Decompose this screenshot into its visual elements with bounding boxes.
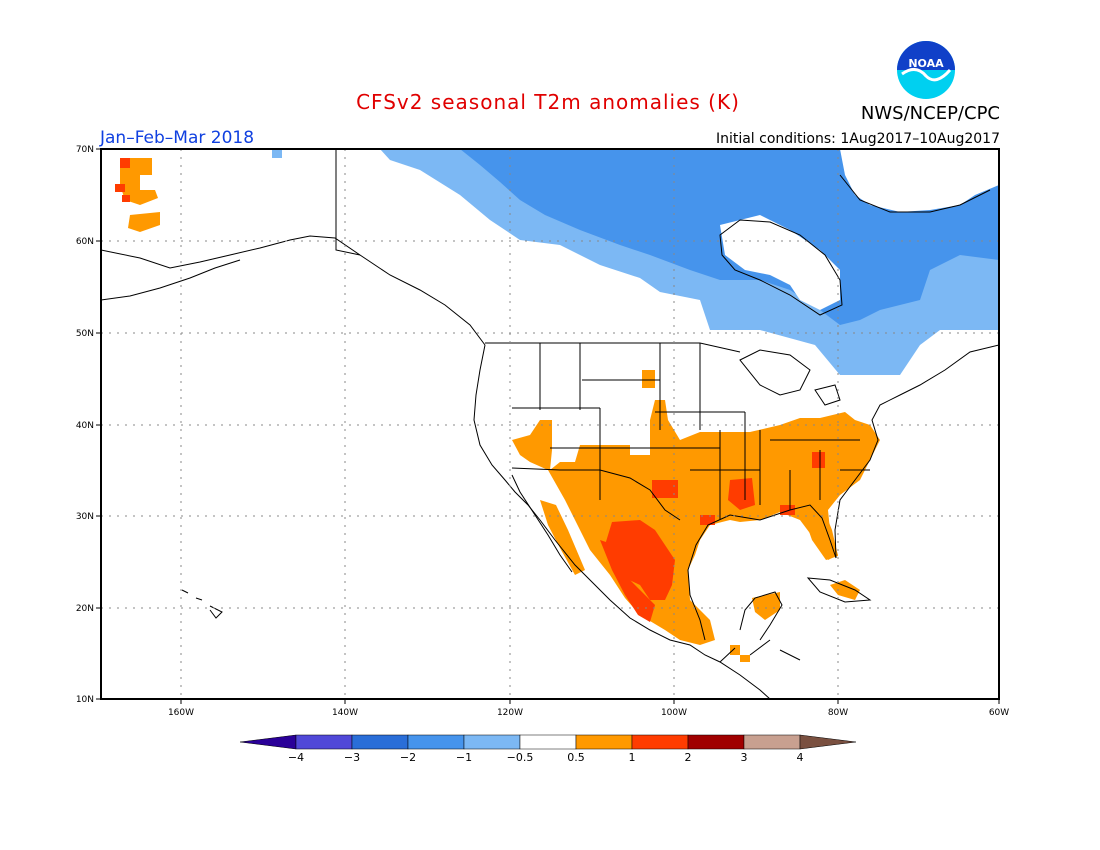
yucatan-coast bbox=[739, 591, 783, 641]
lon-label: 60W bbox=[989, 708, 1009, 718]
forecast-period: Jan–Feb–Mar 2018 bbox=[100, 128, 255, 148]
warm-anomaly-orange bbox=[512, 400, 880, 645]
colorbar: −4 −3 −2 −1 −0.5 0.5 1 2 3 4 bbox=[239, 734, 857, 764]
coastlines bbox=[101, 174, 999, 699]
lon-label: 140W bbox=[332, 708, 358, 718]
lon-label: 160W bbox=[168, 708, 194, 718]
axis-ticks bbox=[96, 148, 1000, 704]
alaska-canada-border bbox=[335, 149, 361, 256]
warm-anomaly-orange-cuba bbox=[830, 580, 860, 600]
lat-label: 20N bbox=[76, 604, 94, 614]
gulf-coast bbox=[687, 504, 837, 641]
lon-label: 80W bbox=[828, 708, 848, 718]
lon-label: 120W bbox=[497, 708, 523, 718]
colorbar-label: −1 bbox=[456, 751, 472, 764]
political-boundaries bbox=[335, 149, 870, 663]
anomaly-field bbox=[115, 149, 999, 662]
colorbar-segment bbox=[743, 734, 801, 750]
cold-anomaly-light bbox=[380, 149, 999, 375]
us-canada-border bbox=[485, 342, 741, 353]
hudson-bay-neutral bbox=[720, 215, 840, 310]
warm-anomaly-orange-dakotas bbox=[642, 370, 655, 388]
hudson-bay-coast bbox=[719, 219, 843, 316]
lat-label: 60N bbox=[76, 237, 94, 247]
colorbar-segment bbox=[351, 734, 409, 750]
warm-anomaly-red-mississippi bbox=[728, 478, 755, 510]
colorbar-label: 3 bbox=[741, 751, 748, 764]
colorbar-segment bbox=[519, 734, 577, 750]
colorbar-label: −4 bbox=[288, 751, 304, 764]
map-frame bbox=[100, 148, 1000, 700]
warm-anomaly-orange-florida bbox=[800, 505, 838, 560]
state-lines-central bbox=[640, 343, 760, 520]
warm-anomaly-red-carolina bbox=[812, 452, 825, 468]
west-coast bbox=[473, 344, 771, 699]
noaa-logo-text: NOAA bbox=[908, 57, 944, 70]
warm-anomaly-orange-yucatan bbox=[752, 592, 780, 620]
lat-label: 40N bbox=[76, 421, 94, 431]
colorbar-arrow-low bbox=[239, 734, 297, 750]
colorbar-segment bbox=[407, 734, 465, 750]
lat-label: 10N bbox=[76, 695, 94, 705]
cuba-coast bbox=[806, 577, 872, 603]
colorbar-label: −0.5 bbox=[507, 751, 534, 764]
colorbar-label: 1 bbox=[629, 751, 636, 764]
alaska-coast bbox=[101, 235, 486, 346]
alaska-west-coast bbox=[101, 259, 241, 301]
greenland-coast bbox=[839, 174, 991, 213]
warm-anomaly-orange-central-america bbox=[730, 645, 750, 662]
lat-label: 50N bbox=[76, 329, 94, 339]
colorbar-arrow-high bbox=[799, 734, 857, 750]
colorbar-label: 2 bbox=[685, 751, 692, 764]
lat-label: 30N bbox=[76, 512, 94, 522]
central-america-borders bbox=[719, 639, 801, 663]
chart-title: CFSv2 seasonal T2m anomalies (K) bbox=[356, 90, 740, 114]
latitude-labels: 70N 60N 50N 40N 30N 20N 10N bbox=[76, 145, 94, 705]
lat-label: 70N bbox=[76, 145, 94, 155]
colorbar-segment bbox=[631, 734, 689, 750]
lon-label: 100W bbox=[661, 708, 687, 718]
colorbar-label: −2 bbox=[400, 751, 416, 764]
east-coast bbox=[834, 344, 999, 559]
great-lakes bbox=[739, 349, 841, 406]
warm-anomaly-red-texas bbox=[652, 480, 678, 498]
agency-label: NWS/NCEP/CPC bbox=[860, 103, 1000, 124]
longitude-labels: 160W 140W 120W 100W 80W 60W bbox=[168, 708, 1009, 718]
cold-anomaly-light-patch bbox=[272, 149, 282, 158]
colorbar-segment bbox=[687, 734, 745, 750]
colorbar-segment bbox=[575, 734, 633, 750]
initial-conditions: Initial conditions: 1Aug2017–10Aug2017 bbox=[715, 131, 1000, 147]
colorbar-label: −3 bbox=[344, 751, 360, 764]
state-lines-east bbox=[759, 430, 870, 510]
warm-anomaly-red-west-mexico bbox=[600, 540, 655, 622]
colorbar-label: 4 bbox=[797, 751, 804, 764]
gridlines bbox=[101, 149, 999, 699]
us-mexico-border bbox=[511, 467, 681, 521]
colorbar-segment bbox=[295, 734, 353, 750]
baja-coast bbox=[511, 474, 573, 573]
warm-anomaly-red-alaska bbox=[115, 158, 130, 202]
cold-anomaly-medium bbox=[460, 149, 999, 325]
warm-anomaly-red-mexico bbox=[605, 520, 675, 600]
state-lines-west bbox=[512, 343, 660, 500]
warm-anomaly-red-gulf bbox=[700, 505, 795, 525]
warm-anomaly-orange-alaska bbox=[120, 158, 160, 232]
colorbar-segment bbox=[463, 734, 521, 750]
warm-anomaly-orange-baja bbox=[540, 500, 585, 575]
hawaii-islands bbox=[181, 589, 223, 619]
colorbar-label: 0.5 bbox=[567, 751, 585, 764]
noaa-logo: NOAA bbox=[897, 41, 955, 99]
greenland-neutral bbox=[840, 149, 999, 212]
